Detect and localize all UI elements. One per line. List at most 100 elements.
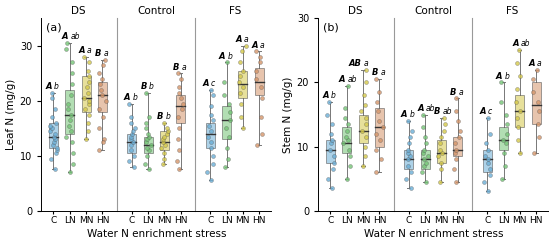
Point	[237, 102, 245, 106]
Point	[126, 148, 135, 152]
Point	[157, 146, 166, 149]
Point	[514, 125, 522, 129]
Point	[127, 115, 136, 119]
Point	[486, 167, 495, 171]
Point	[177, 96, 186, 100]
Point	[161, 143, 170, 147]
Point	[64, 123, 73, 127]
Point	[406, 135, 415, 139]
Point	[48, 126, 57, 130]
Point	[485, 173, 494, 177]
Point	[178, 102, 187, 106]
Point	[435, 148, 444, 152]
Point	[436, 180, 445, 184]
Text: ab: ab	[426, 104, 435, 113]
Point	[452, 109, 460, 113]
Point	[324, 177, 333, 181]
Point	[340, 116, 349, 120]
Bar	[326, 140, 335, 163]
X-axis label: Water N enrichment stress: Water N enrichment stress	[363, 230, 503, 239]
Point	[206, 140, 215, 144]
Text: A: A	[496, 72, 502, 81]
Point	[258, 132, 266, 136]
Point	[404, 141, 413, 145]
Bar	[499, 127, 508, 150]
Point	[235, 91, 244, 95]
Point	[239, 85, 248, 89]
Bar	[49, 123, 58, 147]
Text: A: A	[219, 52, 225, 61]
Text: ab: ab	[347, 75, 357, 84]
Point	[129, 154, 138, 158]
Point	[81, 137, 90, 141]
Point	[84, 69, 93, 73]
Text: ab: ab	[521, 39, 530, 49]
Point	[373, 100, 382, 104]
Point	[66, 129, 75, 133]
Point	[344, 84, 353, 88]
Point	[62, 135, 71, 138]
Point	[84, 80, 93, 84]
Point	[225, 118, 234, 122]
Point	[207, 112, 216, 116]
Point	[162, 132, 171, 136]
Point	[439, 116, 448, 120]
Point	[205, 123, 214, 127]
Point	[480, 180, 489, 184]
Point	[422, 161, 430, 165]
Point	[437, 161, 446, 165]
Point	[224, 135, 233, 138]
Point	[83, 91, 92, 95]
Point	[454, 119, 463, 123]
Point	[158, 140, 167, 144]
Text: b: b	[504, 72, 509, 81]
Bar	[222, 106, 231, 139]
Point	[50, 132, 59, 136]
Text: b: b	[227, 52, 232, 61]
Point	[360, 103, 369, 107]
Point	[501, 112, 510, 116]
Point	[418, 125, 427, 129]
Point	[128, 140, 137, 144]
Bar	[453, 137, 462, 156]
Point	[68, 71, 76, 75]
Point	[502, 132, 511, 136]
Point	[535, 109, 543, 113]
Text: a: a	[244, 35, 248, 44]
Point	[63, 107, 72, 111]
Text: b: b	[149, 82, 154, 91]
Point	[238, 49, 247, 53]
Point	[345, 164, 354, 168]
Point	[175, 85, 183, 89]
Point	[451, 141, 460, 145]
Point	[417, 170, 426, 174]
Bar	[143, 136, 152, 153]
Point	[360, 145, 369, 148]
Bar	[515, 95, 524, 127]
Text: A: A	[529, 59, 535, 68]
Point	[329, 167, 337, 171]
Point	[483, 190, 492, 194]
Point	[160, 151, 169, 155]
Bar	[255, 68, 264, 95]
Point	[402, 177, 411, 181]
Point	[68, 151, 77, 155]
Point	[438, 151, 447, 155]
Point	[52, 121, 60, 125]
Text: B: B	[173, 63, 179, 72]
Point	[101, 58, 110, 61]
Point	[50, 140, 59, 144]
Point	[403, 158, 412, 161]
Bar	[98, 82, 107, 112]
Text: (a): (a)	[46, 22, 61, 32]
Text: ab: ab	[442, 107, 452, 116]
Point	[257, 115, 266, 119]
Point	[372, 148, 381, 152]
Point	[65, 118, 74, 122]
Y-axis label: Leaf N (mg/g): Leaf N (mg/g)	[6, 79, 16, 150]
Text: a: a	[459, 87, 463, 97]
Point	[376, 138, 385, 142]
Text: a: a	[364, 59, 368, 68]
Point	[220, 165, 229, 169]
Point	[404, 119, 413, 123]
